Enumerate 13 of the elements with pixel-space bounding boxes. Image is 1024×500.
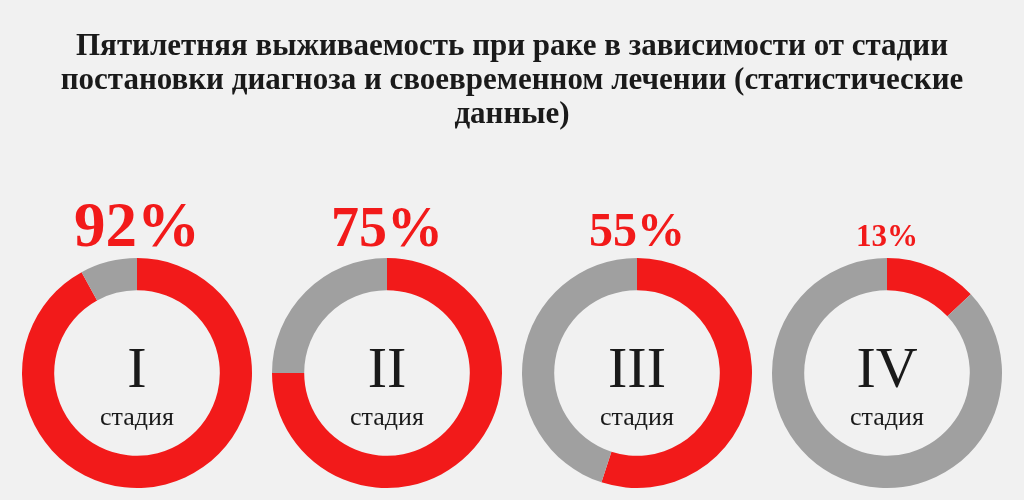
data-label: 13% — [856, 218, 918, 253]
data-label: 92% — [74, 190, 200, 260]
data-label: 75% — [331, 196, 443, 258]
text: стадия — [100, 402, 174, 431]
text: IV — [856, 335, 918, 400]
text: стадия — [850, 402, 924, 431]
text: II — [367, 335, 407, 400]
data-label: 55% — [589, 203, 685, 256]
text: стадия — [350, 402, 424, 431]
text: стадия — [600, 402, 674, 431]
text: Пятилетняя выживаемость при раке в зависимости от стадии постановки диагноза и своевременном лечении (статистические данные) — [59, 27, 965, 130]
text: III — [608, 335, 666, 400]
text: I — [127, 335, 147, 400]
